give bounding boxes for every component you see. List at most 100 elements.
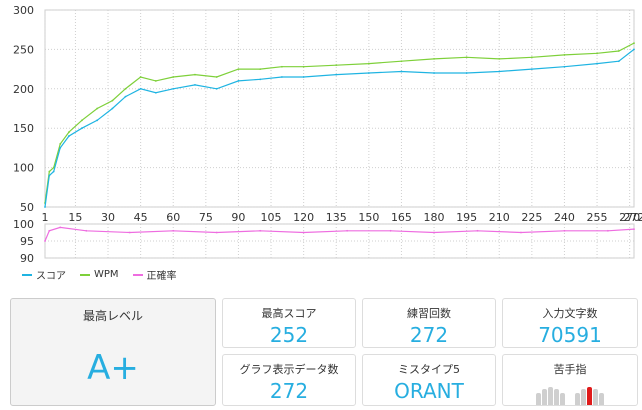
score-line-point [44,206,46,208]
x-tick-label: 75 [199,211,213,224]
wpm-line-point [281,65,283,68]
x-tick-label: 45 [134,211,148,224]
x-tick-label: 195 [456,211,477,224]
chars-typed-value: 70591 [538,323,602,347]
wpm-line-point [367,62,370,65]
x-tick-label: 180 [424,211,445,224]
left-hand-icon [536,387,565,405]
wpm-line-point [124,87,127,90]
wpm-line-point [259,68,262,70]
accuracy-line-point [346,229,349,232]
best-level-label: 最高レベル [82,309,143,323]
practice-count-label: 練習回数 [407,307,451,320]
x-tick-label: 105 [261,211,282,224]
accuracy-line-point [520,231,522,234]
score-line-point [139,87,142,90]
finger-icon [542,389,547,405]
y-tick-label: 200 [13,83,34,96]
finger-icon [548,387,553,405]
wpm-line-point [68,131,70,134]
legend-swatch-score [22,273,32,276]
finger-icon [575,393,580,405]
accuracy-line-point [215,231,218,234]
graph-data-value: 272 [269,379,309,403]
finger-icon [536,393,541,405]
legend-item-accuracy: 正確率 [132,267,177,282]
x-tick-label: 270 [619,211,640,224]
wpm-line-point [111,99,114,102]
accuracy-line-point [172,229,175,232]
x-tick-label: 120 [293,211,314,224]
legend-label-score: スコア [36,271,66,282]
score-line-point [465,72,468,74]
wpm-line-point [48,170,51,173]
main-plot-frame [44,9,635,208]
score-line-point [215,87,218,90]
x-tick-label: 15 [68,211,82,224]
accuracy-line-point [48,229,51,232]
wpm-line-point [154,80,157,82]
miss-type-label: ミスタイプ5 [398,363,460,376]
wpm-line-point [237,68,240,70]
y-tick-label: 150 [13,122,34,135]
score-line-point [172,87,175,90]
weak-finger-hands [503,383,637,405]
accuracy-line-point [633,228,635,231]
stats-panel: 最高レベル A+ 最高スコア 252 練習回数 272 入力文字数 70591 … [10,298,638,406]
finger-icon [554,389,559,405]
wpm-line-point [139,76,142,78]
right-hand-icon [575,387,604,405]
score-line-point [596,62,598,65]
score-line-point [96,119,99,122]
accuracy-line-point [389,229,392,232]
finger-icon [560,393,565,405]
wpm-line-point [59,143,62,145]
accuracy-line [44,226,635,242]
score-line-point [68,135,70,137]
chart-legend: スコア WPM 正確率 [22,267,177,282]
best-score-card: 最高スコア 252 [222,298,356,348]
miss-type-card: ミスタイプ5 ORANT [362,354,496,406]
weak-finger-card: 苦手指 [502,354,638,406]
x-tick-label: 225 [521,211,542,224]
chart-lines [44,42,635,242]
score-line-point [48,174,51,177]
score-line-point [59,147,62,149]
wpm-line-point [172,76,175,78]
accuracy-line-point [128,231,131,234]
chart-grid [44,9,635,259]
score-line-point [617,60,620,63]
stats-chart: 1 15 30 45 60 75 90 105 120 135 150 165 180 195 210 225… [13,4,642,265]
x-tick-label: 30 [101,211,115,224]
accuracy-line-point [85,229,88,232]
accuracy-line-point [59,226,62,229]
miss-type-value: ORANT [394,379,464,403]
practice-count-card: 練習回数 272 [362,298,496,348]
accuracy-line-point [476,229,479,232]
score-line-point [633,48,635,51]
wpm-line-point [596,52,598,55]
score-line-point [367,72,370,74]
y-tick-label: 100 [13,162,34,175]
accuracy-line-point [563,229,566,232]
accuracy-y-tick-label: 100 [13,218,34,231]
legend-item-score: スコア [22,267,66,282]
wpm-line-point [633,42,635,44]
legend-item-wpm: WPM [80,267,119,282]
score-line-point [335,73,338,76]
x-tick-label: 255 [587,211,608,224]
x-tick-label: 272 [624,211,642,224]
chars-typed-label: 入力文字数 [542,307,598,320]
x-tick-label: 210 [489,211,510,224]
chart-tick-labels: 1 15 30 45 60 75 90 105 120 135 150 165 180 195 210 225… [13,4,642,265]
x-tick-label: 240 [554,211,575,224]
wpm-line-point [400,60,403,63]
graph-data-card: グラフ表示データ数 272 [222,354,356,406]
graph-data-label: グラフ表示データ数 [239,363,339,376]
accuracy-y-tick-label: 95 [20,235,34,248]
weak-finger-label: 苦手指 [553,363,587,376]
finger-icon [593,389,598,405]
wpm-line-point [302,65,305,68]
x-tick-label: 90 [231,211,245,224]
finger-icon [581,389,586,405]
